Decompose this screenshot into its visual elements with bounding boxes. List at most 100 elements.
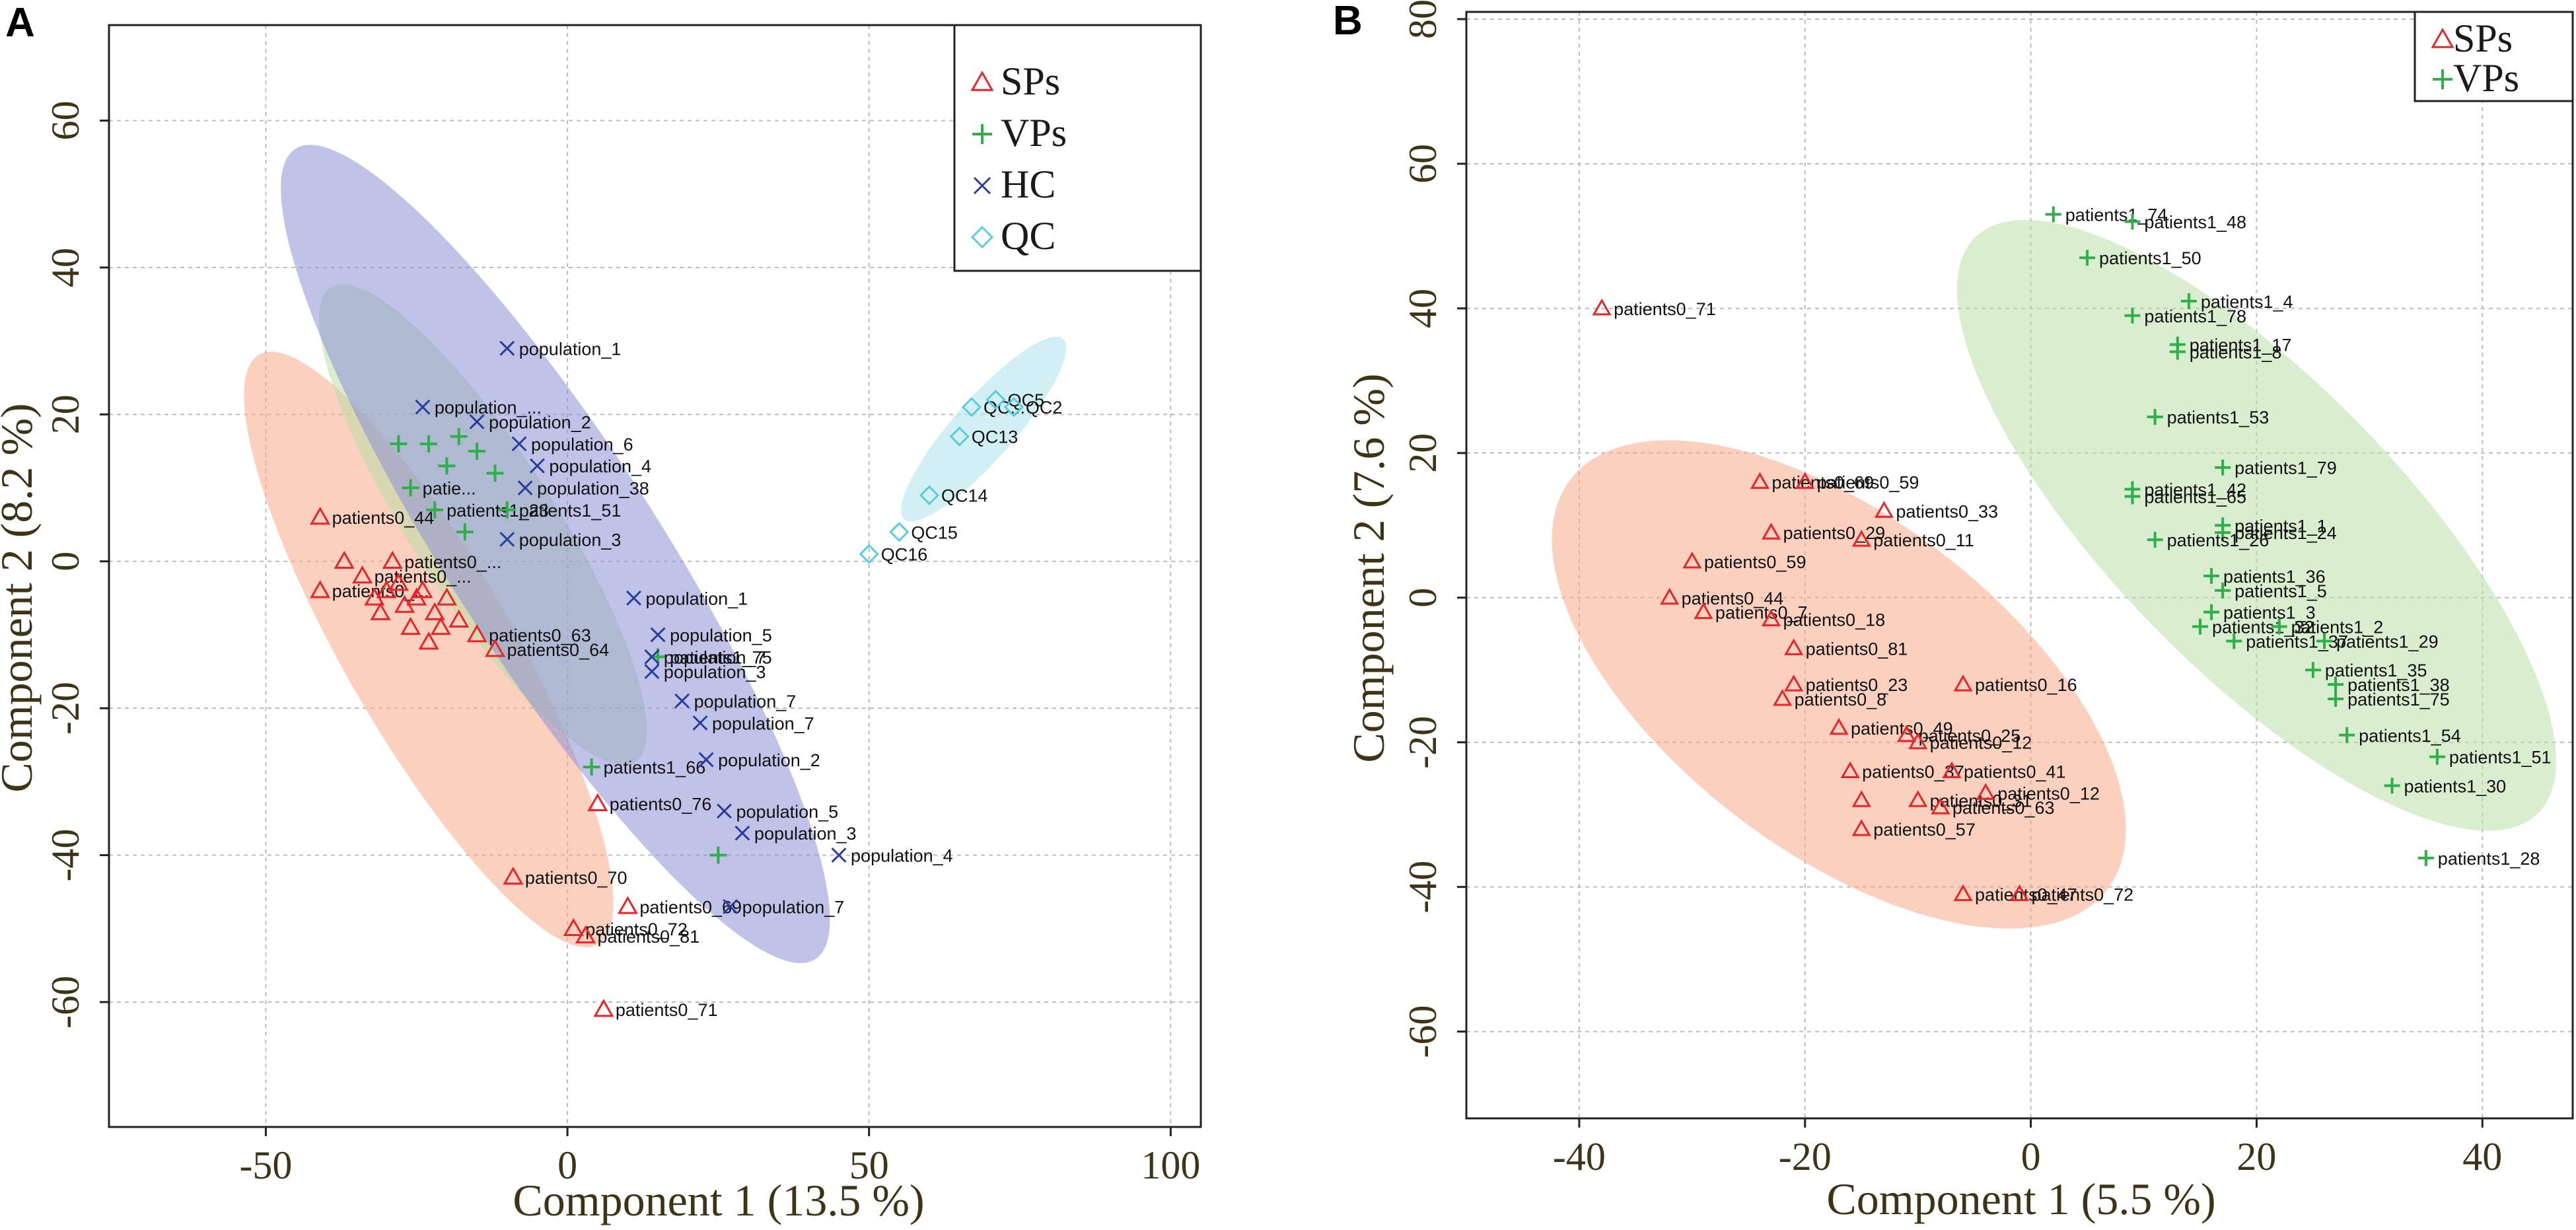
- y-tick-label: 60: [44, 101, 87, 141]
- point-sps: [1682, 552, 1702, 569]
- point-hc: [674, 693, 690, 709]
- point-qc: [961, 397, 982, 417]
- panel-b: patients0_71patients0_69patients0_59pati…: [1333, 0, 2574, 1224]
- point-sps: [1953, 884, 1973, 902]
- point-label: population_2: [489, 412, 591, 432]
- point-vps: [2271, 618, 2287, 635]
- y-tick-label: -60: [1401, 1005, 1445, 1058]
- legend-label-sps: SPs: [1001, 59, 1060, 103]
- point-hc: [717, 803, 732, 819]
- y-tick-label: 0: [1401, 588, 1445, 608]
- point-label: population_6: [531, 435, 633, 454]
- point-sps: [593, 999, 614, 1017]
- panel-letter: A: [5, 0, 35, 46]
- ellipse-qc: [901, 336, 1067, 522]
- point-sps: [1829, 717, 1849, 735]
- point-sps: [334, 550, 355, 569]
- point-label: patients1_48: [2144, 212, 2246, 232]
- point-label: patients1_53: [2167, 408, 2270, 427]
- point-vps: [450, 427, 468, 445]
- point-sps: [448, 609, 470, 628]
- ellipse-sps: [1552, 440, 2126, 929]
- plot-frame: [1465, 11, 2574, 1120]
- point-label: patients0_70: [525, 868, 627, 888]
- point-label: patients1_78: [2144, 307, 2246, 326]
- point-qc: [859, 544, 879, 564]
- point-sps: [1795, 472, 1815, 489]
- point-label: patients0_72: [2032, 885, 2134, 905]
- point-vps: [468, 442, 486, 460]
- x-tick-label: -20: [1779, 1135, 1832, 1178]
- point-label: patients0_12: [1930, 733, 2032, 753]
- point-label: patients0_59: [1817, 473, 1919, 493]
- point-label: QC16: [881, 545, 928, 565]
- x-tick-label: 20: [2236, 1135, 2276, 1178]
- point-label: patie...: [423, 479, 476, 499]
- point-hc: [734, 825, 750, 841]
- point-sps: [1851, 530, 1871, 547]
- point-hc: [644, 649, 660, 665]
- point-label: patients0_63: [489, 626, 591, 645]
- point-label: QC14: [941, 486, 988, 506]
- point-label: patients0_23: [1806, 675, 1908, 695]
- point-sps: [382, 550, 403, 569]
- point-label: patients1_75: [670, 647, 772, 667]
- point-vps: [486, 464, 504, 482]
- point-qc: [949, 426, 970, 447]
- point-label: population_3: [664, 663, 766, 682]
- y-tick-label: -60: [44, 976, 87, 1029]
- point-sps: [1784, 638, 1804, 655]
- point-label: patients1_36: [2223, 567, 2326, 587]
- x-tick-label: 0: [2021, 1135, 2041, 1178]
- point-sps: [466, 624, 487, 643]
- y-tick-label: 20: [1401, 433, 1445, 473]
- y-tick-label: 0: [44, 552, 87, 571]
- axis-ticks: -50 0 50 100 -60 -40 -20 0 20 40 60: [44, 101, 1201, 1187]
- axis-ticks: -40 -20 0 20 40 -60 -40 -20 0 20 40 60 80: [1401, 0, 2502, 1178]
- point-label: QC13: [972, 427, 1019, 447]
- point-vps: [2316, 633, 2332, 649]
- point-label: patients0_37: [1862, 762, 1964, 782]
- point-vps: [2169, 344, 2186, 360]
- point-label: QC2: [1026, 398, 1063, 417]
- point-label: patients0_72: [585, 920, 688, 939]
- point-vps: [583, 758, 600, 776]
- point-label: patients0_47: [1975, 885, 2077, 905]
- point-sps: [1851, 819, 1871, 836]
- point-label: population_7: [712, 713, 814, 733]
- point-label: population_7: [742, 897, 845, 917]
- point-label: population_4: [851, 846, 953, 866]
- x-tick-label: 100: [1141, 1143, 1200, 1187]
- point-sps: [424, 602, 445, 620]
- x-tick-label: -50: [239, 1143, 292, 1187]
- point-sps: [563, 918, 584, 937]
- point-label: patients1_28: [2438, 849, 2540, 869]
- point-sps: [1874, 501, 1894, 518]
- point-vps: [2124, 213, 2141, 230]
- point-sps: [1750, 472, 1770, 489]
- y-tick-label: -20: [44, 682, 87, 735]
- point-label: patients0_69: [639, 897, 742, 917]
- legend-box: [953, 24, 1202, 272]
- point-hc: [650, 627, 666, 643]
- legend-label-vps: VPs: [1001, 111, 1067, 155]
- y-axis-label: Component 2 (8.2 %): [0, 403, 42, 792]
- point-label: patients1_79: [2235, 458, 2337, 478]
- point-hc: [698, 752, 714, 768]
- point-label: patients1_24: [2235, 523, 2337, 543]
- point-label: patients0_44: [1682, 589, 1784, 608]
- point-label: patients1_3: [2223, 603, 2316, 623]
- point-sps: [388, 573, 409, 591]
- point-sps: [1896, 725, 1917, 742]
- point-label: QC15: [911, 523, 958, 542]
- point-label: patients1_75: [2347, 690, 2450, 709]
- point-sps: [412, 580, 433, 598]
- point-label: patients1_65: [2144, 487, 2246, 507]
- point-vps: [426, 501, 444, 519]
- legend-marker-vps: [972, 124, 992, 144]
- point-sps: [370, 602, 391, 620]
- point-sps: [400, 616, 421, 635]
- point-label: QC5: [1007, 390, 1044, 410]
- point-vps: [2079, 250, 2096, 266]
- point-hc: [511, 436, 527, 452]
